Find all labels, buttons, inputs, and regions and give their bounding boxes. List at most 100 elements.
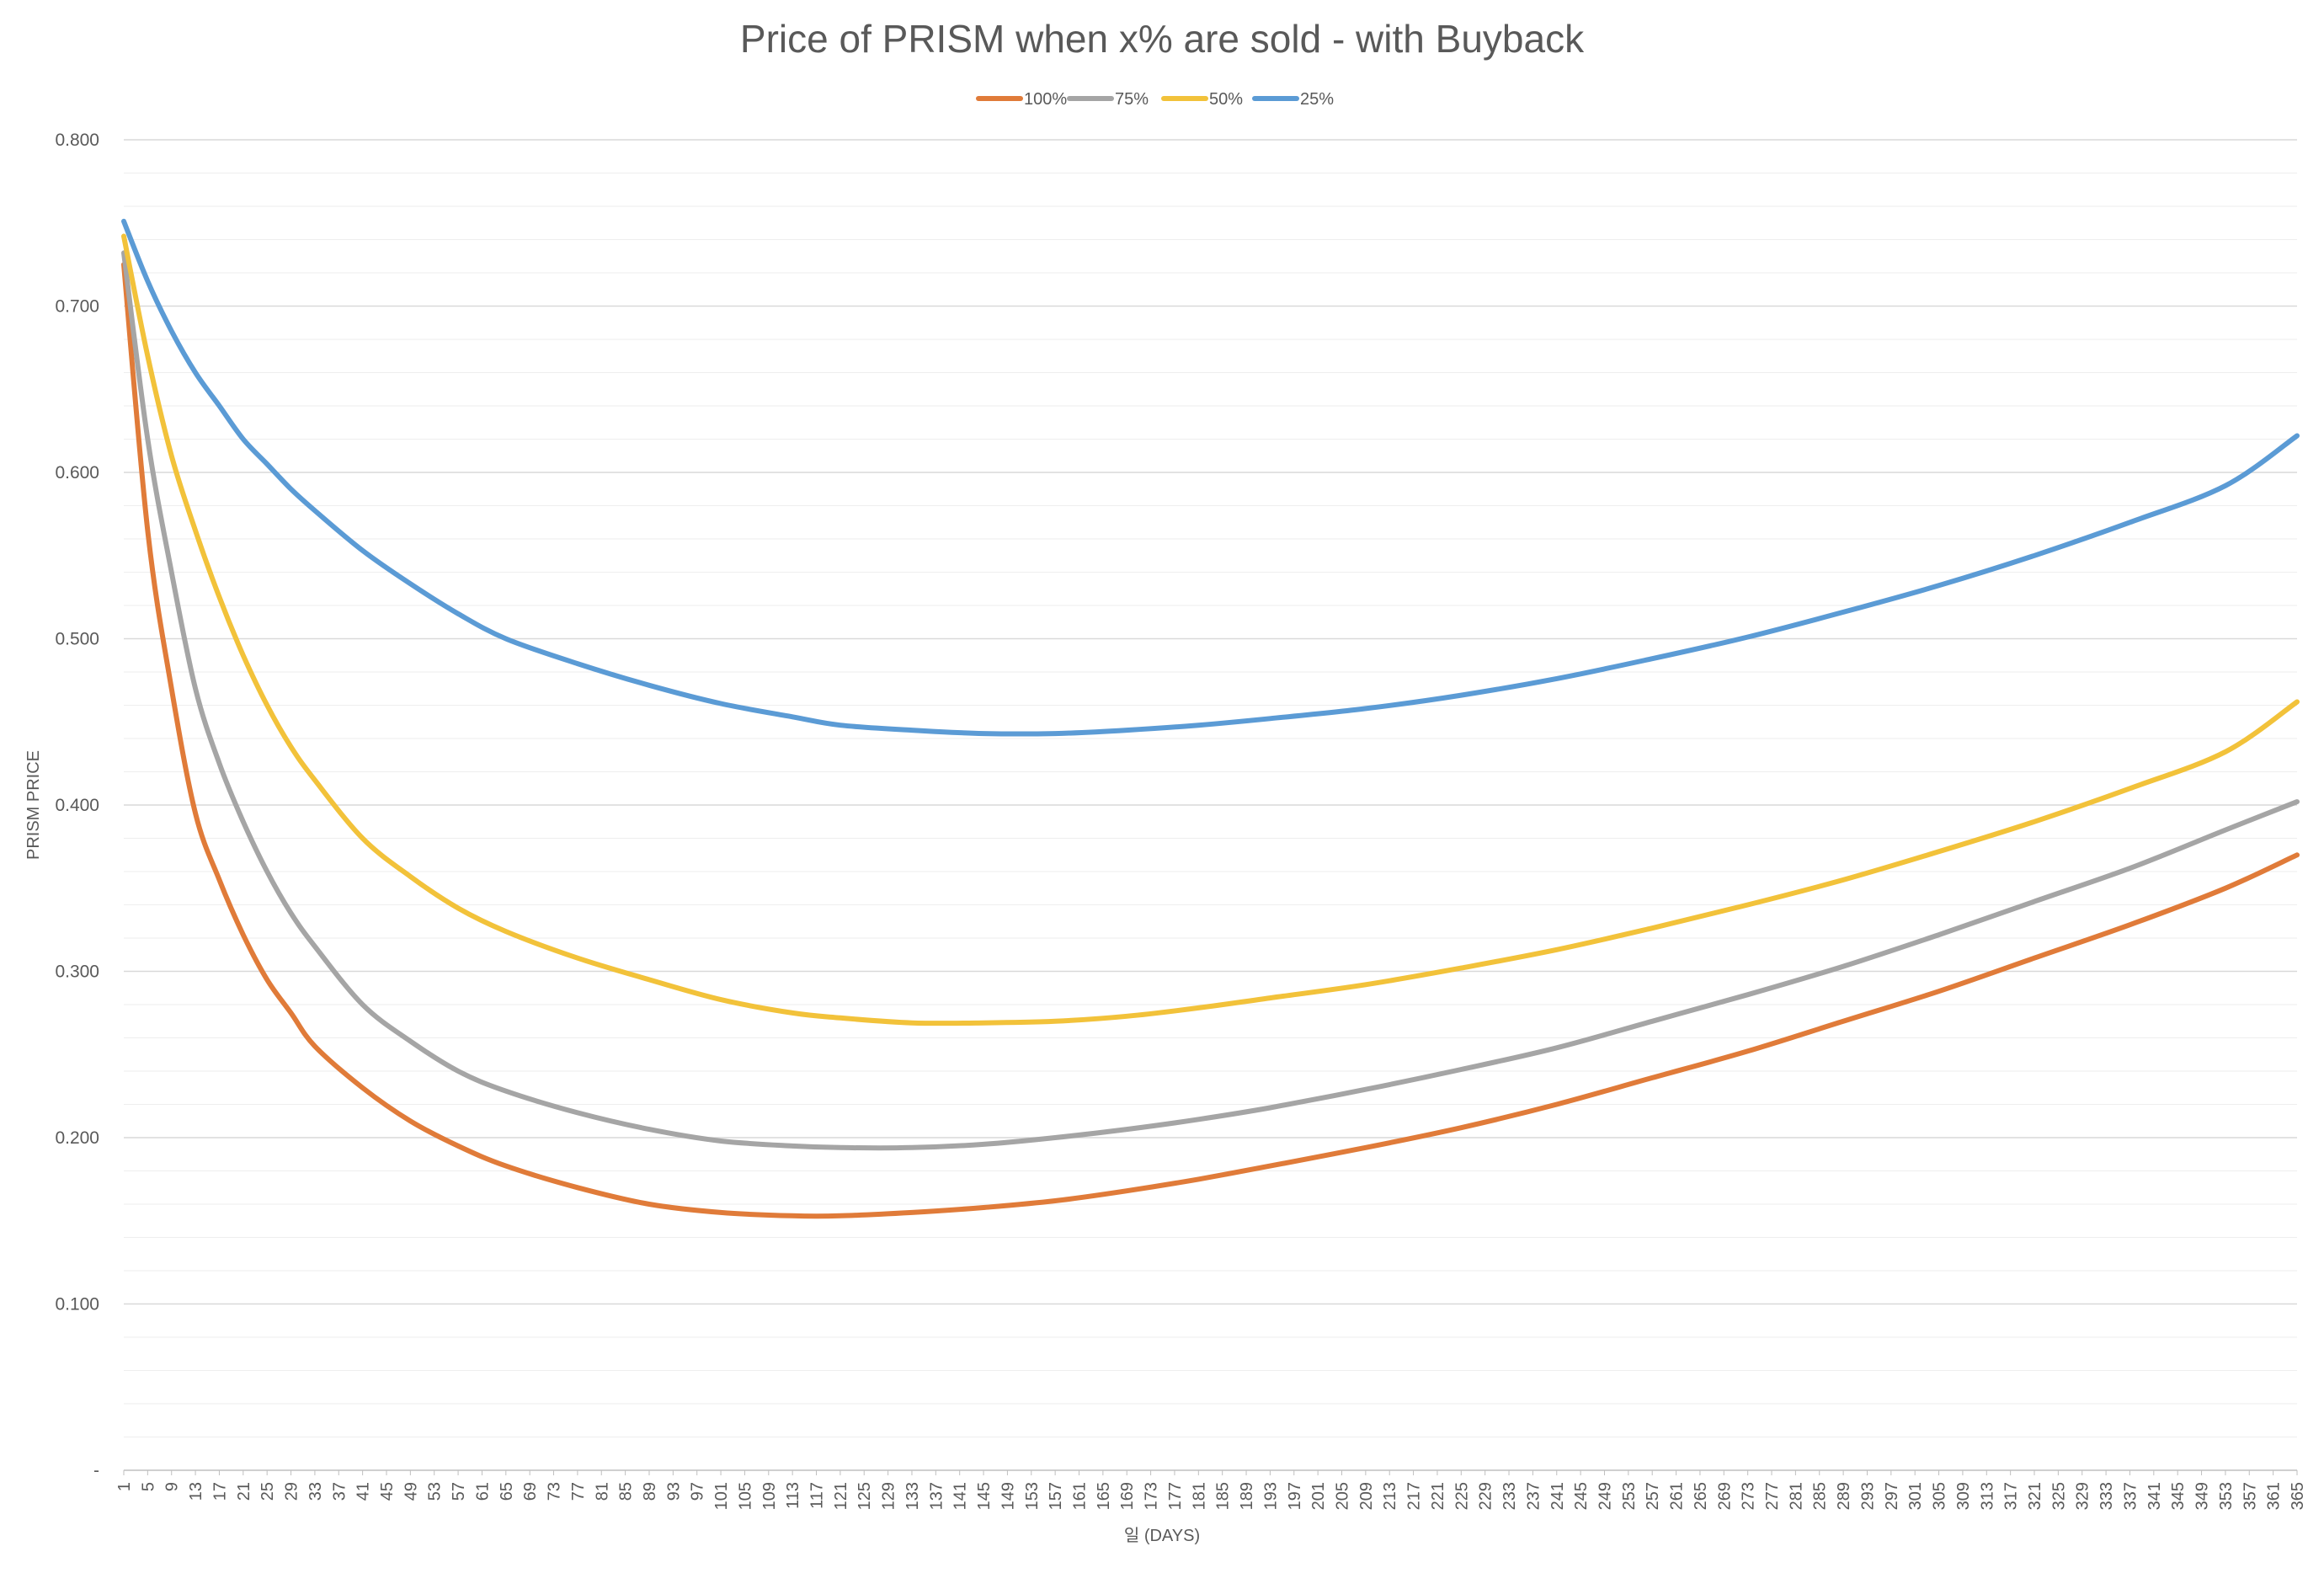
x-tick-label: 181	[1190, 1482, 1208, 1510]
x-tick-label: 273	[1740, 1482, 1758, 1510]
x-tick-label: 317	[2002, 1482, 2021, 1510]
x-tick-label: 177	[1166, 1482, 1185, 1510]
x-tick-label: 313	[1978, 1482, 1996, 1510]
x-tick-label: 297	[1883, 1482, 1901, 1510]
x-tick-label: 293	[1858, 1482, 1877, 1510]
x-tick-label: 153	[1023, 1482, 1042, 1510]
x-tick-label: 125	[856, 1482, 874, 1510]
x-tick-label: 169	[1118, 1482, 1137, 1510]
x-tick-label: 129	[880, 1482, 898, 1510]
y-tick-label: 0.200	[55, 1128, 99, 1148]
x-tick-label: 65	[498, 1482, 516, 1501]
x-axis-label: 일 (DAYS)	[1124, 1526, 1200, 1545]
x-tick-label: 1	[115, 1482, 134, 1491]
x-tick-label: 81	[593, 1482, 611, 1501]
y-axis-label: PRISM PRICE	[24, 750, 43, 860]
x-tick-label: 105	[736, 1482, 754, 1510]
y-tick-label: 0.400	[55, 796, 99, 815]
x-tick-label: 117	[808, 1482, 827, 1509]
x-tick-label: 133	[903, 1482, 922, 1510]
x-tick-label: 141	[951, 1482, 970, 1510]
x-tick-label: 201	[1309, 1482, 1328, 1510]
x-tick-label: 361	[2265, 1482, 2284, 1510]
x-tick-label: 25	[259, 1482, 277, 1501]
x-tick-label: 61	[473, 1482, 492, 1501]
x-tick-label: 341	[2145, 1482, 2164, 1510]
x-tick-label: 289	[1835, 1482, 1853, 1510]
x-tick-label: 73	[546, 1482, 564, 1501]
x-tick-label: 109	[760, 1482, 779, 1510]
y-tick-label: 0.700	[55, 297, 99, 317]
x-tick-label: 277	[1763, 1482, 1782, 1510]
x-tick-label: 229	[1477, 1482, 1495, 1510]
x-tick-label: 213	[1381, 1482, 1399, 1510]
x-tick-label: 197	[1286, 1482, 1304, 1510]
x-tick-label: 21	[235, 1482, 253, 1501]
x-tick-label: 285	[1811, 1482, 1830, 1510]
x-tick-label: 157	[1047, 1482, 1065, 1510]
x-tick-label: 69	[521, 1482, 540, 1501]
chart-legend: 100% 75% 50% 25%	[976, 90, 1334, 109]
x-tick-label: 309	[1954, 1482, 1973, 1510]
x-tick-label: 161	[1071, 1482, 1090, 1510]
x-tick-label: 45	[378, 1482, 397, 1501]
x-tick-label: 281	[1787, 1482, 1805, 1510]
y-tick-label: 0.100	[55, 1295, 99, 1314]
series-line-50pct	[121, 233, 2300, 1026]
x-tick-label: 33	[306, 1482, 325, 1501]
x-tick-label: 217	[1405, 1482, 1424, 1510]
x-tick-label: 29	[283, 1482, 301, 1501]
x-tick-label: 77	[569, 1482, 588, 1501]
x-tick-label: 97	[689, 1482, 707, 1501]
series-line-100pct	[121, 262, 2300, 1219]
x-tick-label: 145	[975, 1482, 994, 1510]
x-tick-label: 53	[426, 1482, 445, 1501]
chart-grid	[124, 139, 2297, 1437]
x-tick-label: 257	[1644, 1482, 1662, 1510]
x-tick-label: 305	[1931, 1482, 1949, 1510]
x-tick-label: 221	[1429, 1482, 1447, 1510]
x-tick-label: 193	[1261, 1482, 1280, 1510]
x-tick-label: 265	[1692, 1482, 1710, 1510]
x-tick-label: 13	[187, 1482, 205, 1501]
x-tick-label: 173	[1143, 1482, 1161, 1510]
x-tick-label: 253	[1620, 1482, 1639, 1510]
x-tick-label: 121	[832, 1482, 850, 1510]
x-tick-label: 17	[211, 1482, 229, 1501]
x-tick-label: 137	[927, 1482, 946, 1510]
x-tick-label: 301	[1906, 1482, 1925, 1510]
x-tick-label: 237	[1524, 1482, 1543, 1510]
x-tick-label: 189	[1238, 1482, 1256, 1510]
x-tick-label: 245	[1572, 1482, 1591, 1510]
x-tick-label: 205	[1333, 1482, 1351, 1510]
x-tick-label: 101	[712, 1482, 731, 1510]
x-tick-label: 337	[2121, 1482, 2140, 1510]
chart-series	[121, 218, 2300, 1219]
x-tick-label: 349	[2193, 1482, 2212, 1510]
legend-label: 75%	[1115, 90, 1149, 109]
x-tick-label: 325	[2049, 1482, 2068, 1510]
x-tick-label: 321	[2026, 1482, 2044, 1510]
x-tick-label: 269	[1715, 1482, 1734, 1510]
x-tick-label: 57	[450, 1482, 468, 1501]
series-line-25pct	[121, 218, 2300, 737]
x-tick-label: 357	[2241, 1482, 2259, 1510]
x-tick-label: 329	[2074, 1482, 2092, 1510]
x-tick-label: 333	[2097, 1482, 2116, 1510]
legend-label: 25%	[1300, 90, 1334, 109]
legend-label: 50%	[1209, 90, 1243, 109]
y-tick-label: 0.500	[55, 630, 99, 649]
x-tick-label: 261	[1668, 1482, 1687, 1510]
x-tick-label: 113	[784, 1482, 802, 1509]
y-tick-label: -	[93, 1461, 99, 1480]
x-tick-label: 241	[1548, 1482, 1567, 1510]
x-tick-label: 89	[641, 1482, 659, 1501]
x-tick-label: 185	[1214, 1482, 1233, 1510]
x-tick-label: 365	[2289, 1482, 2307, 1510]
legend-label: 100%	[1024, 90, 1067, 109]
y-tick-label: 0.300	[55, 962, 99, 982]
x-tick-label: 225	[1452, 1482, 1471, 1510]
y-axis-ticks: - 0.100 0.200 0.300 0.400 0.500 0.600 0.700 0.80…	[55, 131, 99, 1480]
x-tick-label: 5	[139, 1482, 157, 1491]
